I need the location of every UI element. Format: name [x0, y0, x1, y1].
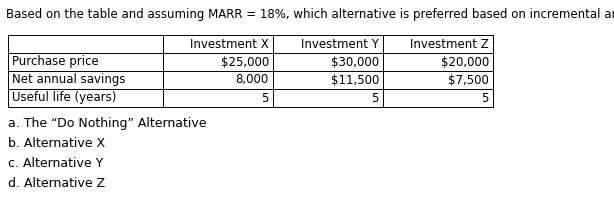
Text: Investment Z: Investment Z	[410, 38, 489, 50]
Text: $25,000: $25,000	[221, 56, 269, 68]
Text: b. Alternative X: b. Alternative X	[8, 137, 105, 150]
Text: 5: 5	[481, 92, 489, 105]
Text: Useful life (years): Useful life (years)	[12, 92, 117, 105]
Text: $7,500: $7,500	[448, 74, 489, 86]
Text: $11,500: $11,500	[330, 74, 379, 86]
Text: a. The “Do Nothing” Alternative: a. The “Do Nothing” Alternative	[8, 117, 206, 130]
Text: Net annual savings: Net annual savings	[12, 74, 125, 86]
Text: Investment X: Investment X	[190, 38, 269, 50]
Text: 8,000: 8,000	[236, 74, 269, 86]
Text: c. Alternative Y: c. Alternative Y	[8, 157, 103, 170]
Text: Purchase price: Purchase price	[12, 56, 99, 68]
Text: 5: 5	[371, 92, 379, 105]
Text: 5: 5	[262, 92, 269, 105]
Text: $30,000: $30,000	[331, 56, 379, 68]
Text: d. Alternative Z: d. Alternative Z	[8, 177, 105, 190]
Text: Based on the table and assuming MARR = 18%, which alternative is preferred based: Based on the table and assuming MARR = 1…	[6, 8, 614, 21]
Text: Investment Y: Investment Y	[301, 38, 379, 50]
Text: $20,000: $20,000	[441, 56, 489, 68]
